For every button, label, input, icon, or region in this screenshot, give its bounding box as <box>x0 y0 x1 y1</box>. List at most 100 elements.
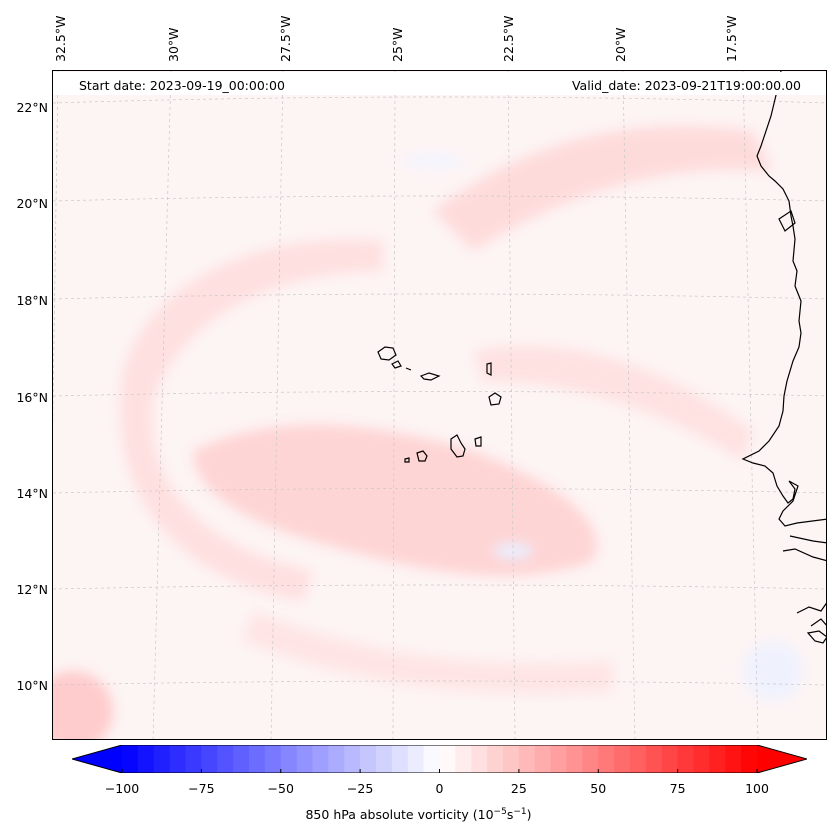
longitude-label: 22.5°W <box>501 15 516 62</box>
colorbar <box>72 745 807 773</box>
longitude-label: 32.5°W <box>53 15 68 62</box>
colorbar-tick-label: 100 <box>745 781 769 796</box>
colorbar-segment <box>566 745 583 773</box>
africa-coastline <box>741 71 826 527</box>
colorbar-segment <box>630 745 647 773</box>
island-brava <box>404 457 410 463</box>
island-sal <box>486 362 492 376</box>
colorbar-segment <box>661 745 679 773</box>
colorbar-segment <box>471 745 488 773</box>
colorbar-segment <box>487 745 504 773</box>
colorbar-segment <box>439 745 456 773</box>
colorbar-label: 850 hPa absolute vorticity (10−5s−1) <box>0 807 837 822</box>
colorbar-segment <box>677 745 694 773</box>
vorticity-band-arc <box>119 239 383 602</box>
longitude-label: 25°W <box>390 27 405 62</box>
colorbar-segment <box>296 745 313 773</box>
island-santo-antao <box>377 346 397 361</box>
colorbar-segment <box>725 745 742 773</box>
gridlines <box>53 71 826 739</box>
colorbar-segment <box>582 745 599 773</box>
vorticity-map <box>53 71 826 739</box>
cape-verde-islands <box>377 346 502 463</box>
colorbar-segment <box>153 745 171 773</box>
island-boa-vista <box>488 392 502 406</box>
colorbar-segment <box>550 745 567 773</box>
longitude-label: 27.5°W <box>278 15 293 62</box>
valid-date-label: Valid_date: 2023-09-21T19:00:00.00 <box>571 78 801 93</box>
colorbar-segment <box>534 745 552 773</box>
negative-vorticity-patch <box>403 153 463 169</box>
colorbar-tick-label: −50 <box>267 781 294 796</box>
longitude-label: 30°W <box>166 27 181 62</box>
colorbar-segment <box>518 745 536 773</box>
island-fogo <box>416 450 428 462</box>
vorticity-corner <box>53 671 113 739</box>
colorbar-segment <box>360 745 377 773</box>
colorbar-extend-max <box>757 745 807 773</box>
latitude-label: 22°N <box>16 100 48 115</box>
island-sao-nicolau <box>419 372 441 381</box>
colorbar-segment <box>185 745 202 773</box>
colorbar-segment <box>137 745 155 773</box>
island-sao-vicente <box>391 360 402 369</box>
colorbar-segment <box>376 745 393 773</box>
colorbar-segment <box>280 745 298 773</box>
colorbar-tick-label: −75 <box>188 781 215 796</box>
colorbar-segment <box>598 745 615 773</box>
colorbar-tick-label: −100 <box>104 781 140 796</box>
latitude-label: 10°N <box>16 678 48 693</box>
colorbar-label-mid: s <box>506 807 514 823</box>
latitude-label: 18°N <box>16 293 48 308</box>
colorbar-segment <box>344 745 361 773</box>
latitude-label: 20°N <box>16 196 48 211</box>
colorbar-segment <box>249 745 266 773</box>
colorbar-segment <box>328 745 345 773</box>
date-annotation-band <box>53 72 826 95</box>
colorbar-segment <box>169 745 186 773</box>
colorbar-tick-label: 0 <box>435 781 444 796</box>
vorticity-band-south <box>243 611 613 694</box>
latitude-label: 16°N <box>16 390 48 405</box>
latitude-label: 12°N <box>16 582 48 597</box>
map-panel <box>52 70 827 740</box>
colorbar-segment <box>503 745 520 773</box>
colorbar-segment <box>122 745 139 773</box>
colorbar-segment <box>693 745 710 773</box>
colorbar-extend-min <box>72 745 122 773</box>
vorticity-band-east <box>473 345 753 461</box>
colorbar-segment <box>423 745 440 773</box>
island-santiago <box>450 434 466 458</box>
colorbar-segment <box>614 745 631 773</box>
colorbar-segment <box>709 745 726 773</box>
colorbar-segment <box>741 745 758 773</box>
colorbar-segment <box>312 745 329 773</box>
coastline <box>741 71 826 644</box>
colorbar-segment <box>233 745 250 773</box>
colorbar-segment <box>645 745 663 773</box>
vorticity-band-north <box>433 125 773 251</box>
colorbar-label-prefix: 850 hPa absolute vorticity (10 <box>305 807 494 823</box>
colorbar-segment <box>407 745 425 773</box>
colorbar-tick-label: −25 <box>346 781 374 796</box>
island-santa-luzia <box>405 367 412 371</box>
longitude-label: 17.5°W <box>724 15 739 62</box>
negative-vorticity-patch <box>743 641 803 701</box>
colorbar-segment <box>217 745 234 773</box>
colorbar-tick-label: 50 <box>590 781 607 796</box>
vorticity-core <box>193 424 597 576</box>
colorbar-segment <box>201 745 218 773</box>
colorbar-tick-label: 25 <box>510 781 527 796</box>
colorbar-label-suffix: ) <box>526 807 532 823</box>
colorbar-label-exp2: −1 <box>513 807 527 817</box>
colorbar-tick-label: 75 <box>669 781 686 796</box>
colorbar-label-exp1: −5 <box>493 807 507 817</box>
vorticity-field <box>53 125 803 739</box>
colorbar-segment <box>391 745 409 773</box>
start-date-label: Start date: 2023-09-19_00:00:00 <box>79 78 285 93</box>
island-maio <box>474 436 482 447</box>
colorbar-segment <box>455 745 472 773</box>
latitude-label: 14°N <box>16 486 48 501</box>
colorbar-segment <box>264 745 282 773</box>
longitude-label: 20°W <box>613 27 628 62</box>
